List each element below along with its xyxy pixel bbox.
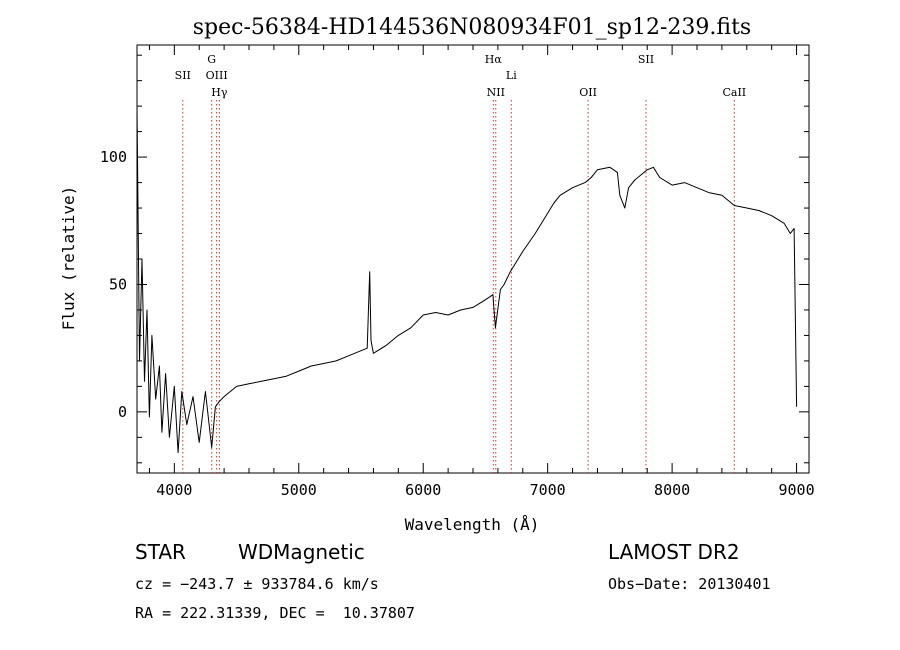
line-marker-label: SII	[638, 53, 654, 66]
line-marker-label: Hγ	[211, 86, 228, 99]
x-tick-label: 7000	[530, 481, 566, 499]
observation-date: Obs−Date: 20130401	[608, 575, 771, 593]
survey-name: LAMOST DR2	[608, 540, 740, 564]
coordinates: RA = 222.31339, DEC = 10.37807	[135, 604, 415, 622]
y-tick-label: 50	[109, 275, 127, 293]
x-tick-label: 8000	[654, 481, 690, 499]
x-tick-label: 9000	[778, 481, 814, 499]
x-axis-label: Wavelength (Å)	[405, 515, 540, 534]
redshift-velocity: cz = −243.7 ± 933784.6 km/s	[135, 575, 379, 593]
chart-title: spec-56384-HD144536N080934F01_sp12-239.f…	[193, 15, 751, 40]
x-tick-label: 5000	[281, 481, 317, 499]
y-tick-label: 0	[118, 403, 127, 421]
x-tick-label: 4000	[156, 481, 192, 499]
line-marker-label: NII	[487, 86, 505, 99]
line-marker-label: Li	[506, 69, 517, 82]
line-marker-label: SII	[175, 69, 191, 82]
line-marker-label: CaII	[722, 86, 746, 99]
line-marker-label: G	[207, 53, 216, 66]
plot-area: 4000 5000 6000 7000 8000 9000 0 50 100 SII G OIII Hγ…	[100, 44, 815, 499]
object-class: STAR	[135, 540, 186, 564]
spectrum-line	[136, 106, 798, 454]
line-marker-label: OII	[579, 86, 597, 99]
line-marker-label: Hα	[485, 53, 503, 66]
line-marker-label: OIII	[206, 69, 228, 82]
y-tick-label: 100	[100, 148, 127, 166]
plot-frame	[136, 44, 810, 474]
object-subclass: WDMagnetic	[238, 540, 365, 564]
x-tick-label: 6000	[405, 481, 441, 499]
y-axis-label: Flux (relative)	[59, 186, 78, 331]
